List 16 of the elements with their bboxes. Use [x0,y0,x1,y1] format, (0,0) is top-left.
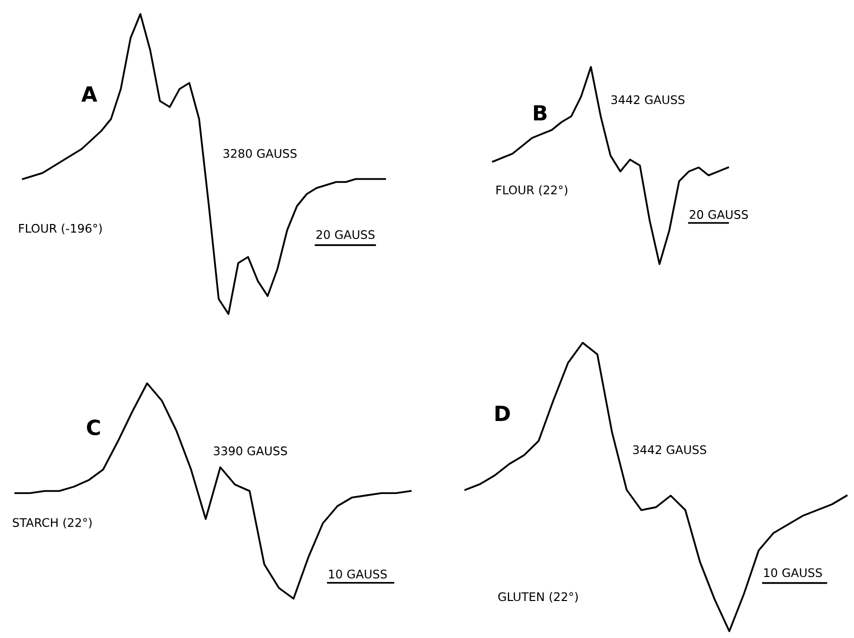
annotation: 3280 GAUSS [224,149,297,158]
annotation: FLOUR (22°) [496,185,568,196]
text: C [86,420,100,436]
annotation: 20 GAUSS [316,230,375,240]
annotation: 10 GAUSS [329,570,387,579]
annotation: 3390 GAUSS [214,446,287,456]
text: B [534,105,547,120]
text: A [81,86,98,102]
annotation: 3442 GAUSS [633,445,706,454]
annotation: 20 GAUSS [690,210,748,219]
text: D [496,406,510,421]
annotation: STARCH (22°) [12,518,92,528]
annotation: FLOUR (-196°) [19,224,102,234]
annotation: GLUTEN (22°) [498,592,578,603]
annotation: 10 GAUSS [764,568,822,578]
annotation: 3442 GAUSS [611,95,684,104]
